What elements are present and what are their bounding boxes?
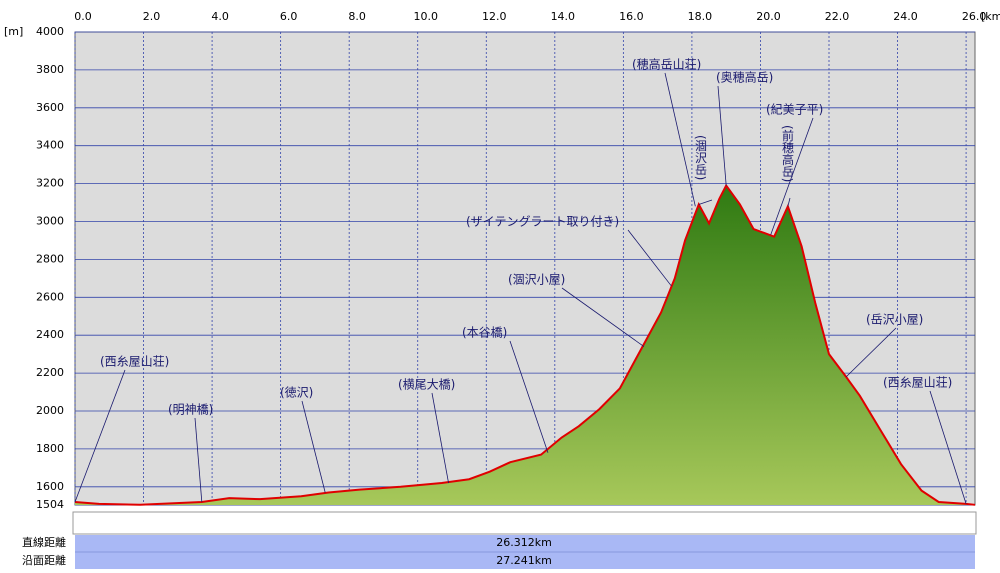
- leader-line: [301, 400, 326, 493]
- summary-value: 27.241km: [496, 554, 552, 567]
- x-tick-label: 2.0: [143, 10, 161, 23]
- annotation: (本谷橋): [462, 326, 507, 340]
- x-tick-label: 4.0: [211, 10, 229, 23]
- y-tick-label: 3400: [36, 139, 64, 152]
- x-tick-label: 0.0: [74, 10, 92, 23]
- annotation: (横尾大橋): [398, 378, 455, 392]
- leader-line: [664, 72, 696, 207]
- annotation: (前穂高岳): [781, 125, 795, 182]
- annotation: (西糸屋山荘): [883, 376, 952, 390]
- elevation-area: [75, 185, 975, 505]
- leader-line: [787, 197, 791, 207]
- x-tick-label: 16.0: [619, 10, 644, 23]
- annotation: (涸沢小屋): [508, 273, 565, 287]
- leader-line: [717, 85, 727, 186]
- leader-line: [770, 117, 814, 235]
- x-tick-label: 22.0: [825, 10, 850, 23]
- leader-line: [698, 199, 713, 205]
- summary-label: 直線距離: [22, 535, 66, 549]
- annotation: (涸沢岳): [694, 135, 708, 180]
- leader-line: [74, 369, 126, 503]
- leader-line: [627, 229, 672, 287]
- leader-line: [194, 417, 203, 503]
- y-tick-label: 2000: [36, 404, 64, 417]
- summary-value: 26.312km: [496, 536, 552, 549]
- x-tick-label: 26.0: [962, 10, 987, 23]
- leader-line: [929, 390, 967, 504]
- annotation: (奥穂高岳): [716, 70, 773, 85]
- y-unit: [m]: [4, 25, 23, 38]
- annotation: (岳沢小屋): [866, 313, 923, 327]
- x-unit: [km]: [981, 10, 1000, 23]
- annotation: (紀美子平): [766, 103, 823, 117]
- x-tick-label: 18.0: [688, 10, 713, 23]
- x-tick-label: 14.0: [551, 10, 576, 23]
- y-tick-label: 1504: [36, 498, 64, 511]
- annotation: (明神橋): [168, 403, 213, 417]
- annotation: (穂高岳山荘): [632, 57, 701, 72]
- x-tick-label: 6.0: [280, 10, 298, 23]
- summary-label: 沿面距離: [22, 553, 66, 567]
- y-tick-label: 3600: [36, 101, 64, 114]
- annotation: (徳沢): [280, 385, 313, 400]
- y-tick-label: 3200: [36, 177, 64, 190]
- x-tick-label: 24.0: [893, 10, 918, 23]
- y-tick-label: 2600: [36, 290, 64, 303]
- x-tick-label: 12.0: [482, 10, 507, 23]
- x-tick-label: 8.0: [348, 10, 366, 23]
- y-tick-label: 1800: [36, 442, 64, 455]
- x-tick-label: 10.0: [413, 10, 438, 23]
- annotation: (西糸屋山荘): [100, 355, 169, 369]
- leader-line: [509, 340, 549, 453]
- x-tick-label: 20.0: [756, 10, 781, 23]
- leader-line: [845, 327, 897, 378]
- y-tick-label: 3000: [36, 215, 64, 228]
- y-tick-label: 4000: [36, 25, 64, 38]
- leader-line: [431, 392, 449, 484]
- y-tick-label: 2400: [36, 328, 64, 341]
- scroll-bar: [72, 511, 977, 535]
- y-tick-label: 2800: [36, 252, 64, 265]
- annotation: (ザイテングラート取り付き): [466, 215, 619, 229]
- y-tick-label: 1600: [36, 480, 64, 493]
- y-tick-label: 3800: [36, 63, 64, 76]
- y-tick-label: 2200: [36, 366, 64, 379]
- leader-line: [561, 287, 645, 347]
